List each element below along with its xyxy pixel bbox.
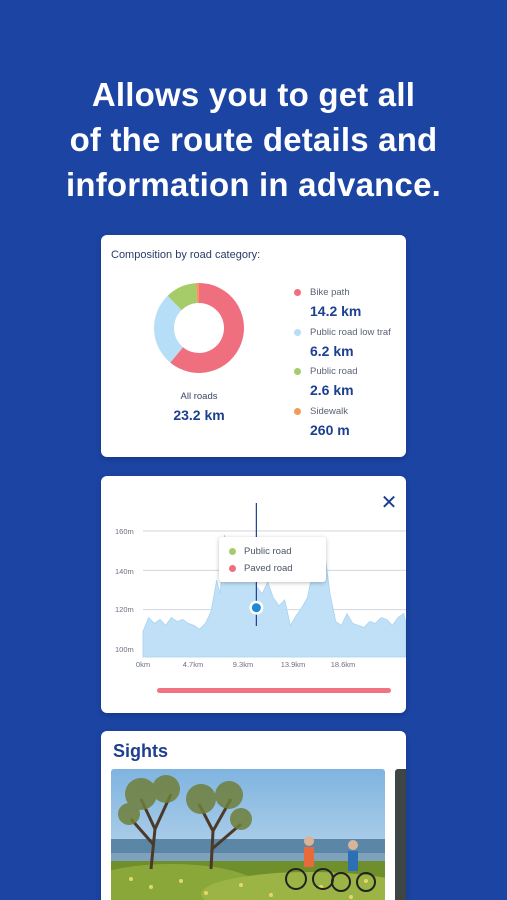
composition-legend: Bike path 14.2 km Public road low traf 6…: [294, 287, 406, 445]
sidewalk-dot-icon: [294, 407, 301, 415]
next-sight-photo[interactable]: [395, 769, 406, 900]
donut-slice-1: [154, 295, 184, 363]
sight-photo-image: [111, 769, 385, 900]
legend-value: 6.2 km: [310, 342, 354, 359]
legend-value: 14.2 km: [310, 303, 362, 319]
x-tick-label: 9.3km: [232, 660, 254, 669]
total-label: All roads: [180, 391, 218, 402]
elevation-chart[interactable]: [101, 476, 406, 713]
sight-photo[interactable]: [111, 769, 385, 900]
donut-slice-0: [170, 283, 245, 373]
legend-value: 260 m: [310, 421, 350, 438]
legend-label: Public road: [310, 366, 358, 377]
composition-title: Composition by road category:: [111, 249, 261, 261]
composition-donut-chart: [154, 283, 245, 373]
total-value: 23.2 km: [173, 407, 225, 423]
donut-slice-3: [195, 283, 199, 304]
public-road-dot-icon: [294, 368, 301, 375]
headline-line-1: Allows you to get all: [91, 76, 416, 113]
tooltip-label: Paved road: [244, 563, 293, 574]
low-traffic-dot-icon: [294, 328, 301, 336]
legend-label: Public road low traf: [310, 326, 391, 338]
headline-line-2: of the route details and: [69, 121, 438, 158]
elevation-card: 160m 140m 120m 100m 0km 4.7km 9.3km 13.9…: [101, 476, 406, 713]
elevation-area: [142, 534, 406, 658]
donut-slice-2: [167, 283, 198, 311]
close-icon[interactable]: ✕: [380, 492, 398, 514]
tooltip-item-public-road: Public road: [229, 543, 316, 560]
x-tick-label: 18.6km: [330, 660, 356, 669]
legend-item-sidewalk: Sidewalk 260 m: [294, 406, 406, 446]
y-tick-label: 120m: [115, 605, 134, 614]
headline: Allows you to get all of the route detai…: [0, 72, 507, 207]
sights-title: Sights: [113, 741, 169, 761]
y-tick-label: 100m: [115, 645, 134, 654]
paved-road-dot-icon: [229, 565, 236, 572]
legend-item-public-road-low-traffic: Public road low traf 6.2 km: [294, 327, 406, 367]
tooltip-label: Public road: [244, 546, 292, 557]
chart-tooltip: Public road Paved road: [219, 537, 326, 582]
x-tick-label: 13.9km: [280, 660, 306, 669]
headline-line-3: information in advance.: [66, 166, 441, 203]
public-road-dot-icon: [229, 548, 236, 555]
legend-item-public-road: Public road 2.6 km: [294, 366, 406, 406]
x-tick-label: 4.7km: [182, 660, 204, 669]
legend-label: Bike path: [310, 287, 350, 298]
y-tick-label: 140m: [115, 567, 134, 576]
y-tick-label: 160m: [115, 527, 134, 536]
position-marker[interactable]: [251, 603, 261, 613]
legend-value: 2.6 km: [310, 382, 354, 398]
legend-label: Sidewalk: [310, 405, 349, 417]
route-progress-scrubber[interactable]: [157, 688, 391, 693]
sights-card: Sights: [101, 731, 406, 900]
legend-item-bike-path: Bike path 14.2 km: [294, 287, 406, 327]
bike-path-dot-icon: [294, 289, 301, 296]
tooltip-item-paved-road: Paved road: [229, 560, 316, 577]
x-tick-label: 0km: [135, 660, 151, 669]
composition-card: Composition by road category: All roads …: [101, 235, 406, 457]
